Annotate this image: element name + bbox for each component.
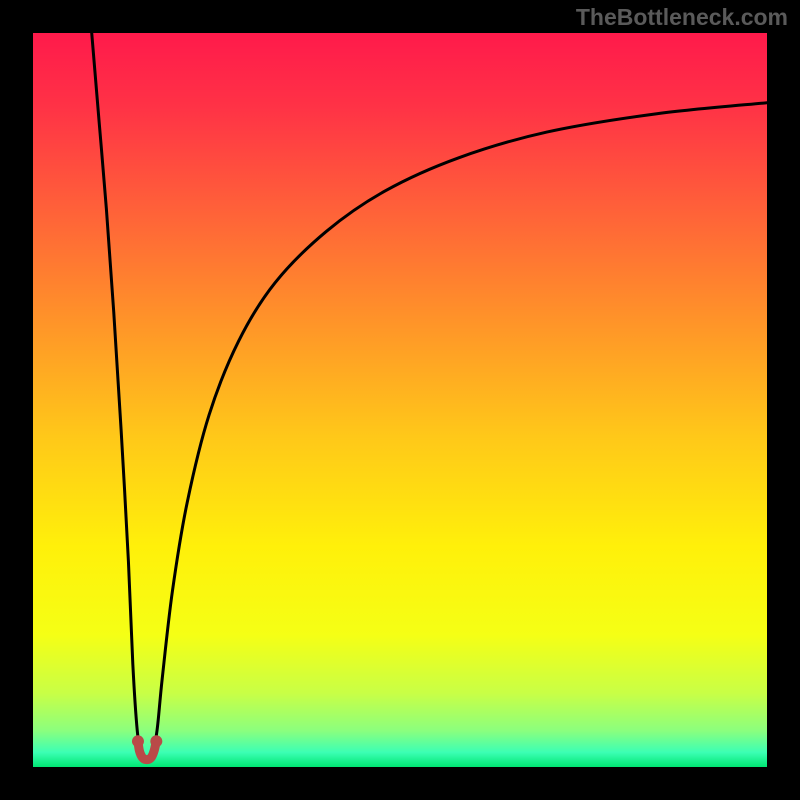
chart-svg: [0, 0, 800, 800]
min-marker-dot-1: [150, 735, 162, 747]
bottleneck-chart: TheBottleneck.com: [0, 0, 800, 800]
min-marker-dot-0: [132, 735, 144, 747]
plot-area: [33, 33, 767, 767]
watermark-text: TheBottleneck.com: [576, 4, 788, 31]
